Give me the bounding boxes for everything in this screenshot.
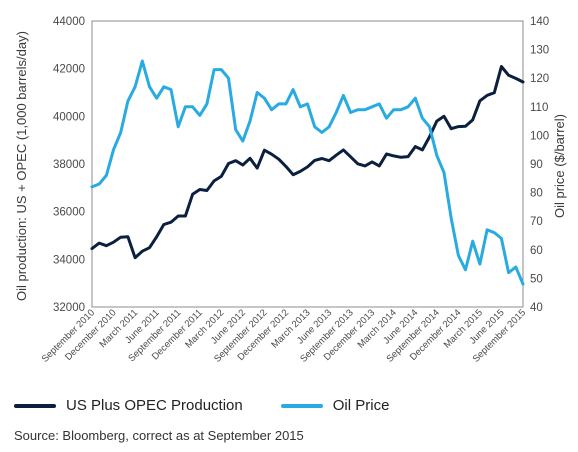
right-axis-title: Oil price ($/barrel) [552,114,567,218]
right-tick-label: 50 [530,273,543,285]
legend-item-price: Oil Price [280,397,390,414]
plot-border [91,20,524,308]
legend-label-production: US Plus OPEC Production [66,397,243,414]
left-tick-label: 42000 [53,64,85,76]
series-lines [90,59,525,286]
legend-swatch-price [280,403,323,408]
dual-axis-line-chart: 32000 34000 36000 38000 40000 42000 44000 40 50… [14,16,567,365]
left-tick-label: 44000 [53,16,85,28]
legend-item-production: US Plus OPEC Production [14,397,243,414]
left-tick-label: 34000 [53,254,85,266]
right-tick-label: 40 [530,302,543,314]
left-tick-label: 36000 [53,207,85,219]
oil-price-line [90,59,525,286]
source-note: Source: Bloomberg, correct as at Septemb… [14,428,304,443]
right-tick-label: 140 [530,16,549,28]
plot-frame [91,20,524,308]
legend-swatch-production [14,403,56,408]
legend-label-price: Oil Price [332,397,390,414]
right-tick-label: 70 [530,216,543,228]
right-tick-label: 100 [530,130,549,142]
right-tick-label: 60 [530,245,543,257]
left-axis-title: Oil production: US + OPEC (1,000 barrels… [14,31,29,301]
left-tick-label: 32000 [53,302,85,314]
right-tick-label: 90 [530,159,543,171]
right-tick-label: 110 [530,102,548,114]
left-tick-label: 40000 [53,111,85,123]
right-axis-ticks: 40 50 60 70 80 90 100 110 120 130 140 [530,16,549,314]
right-tick-label: 80 [530,188,543,200]
chart-legend: US Plus OPEC Production Oil Price [14,397,427,414]
left-tick-label: 38000 [53,159,85,171]
right-tick-label: 120 [530,73,549,85]
right-tick-label: 130 [530,45,549,57]
left-axis-ticks: 32000 34000 36000 38000 40000 42000 44000 [53,16,85,314]
production-line [90,65,525,260]
